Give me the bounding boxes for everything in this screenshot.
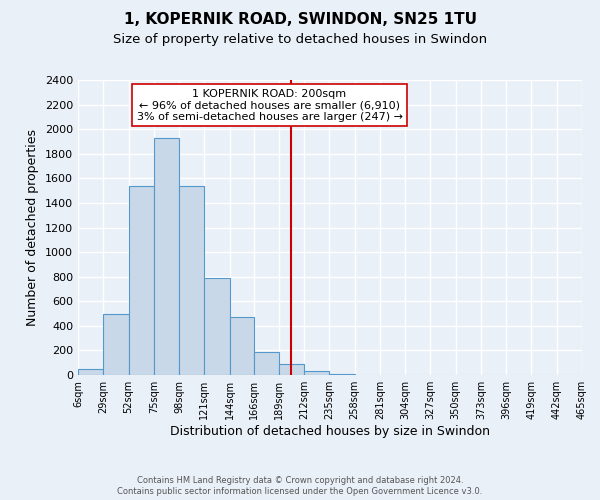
Bar (179, 186, 204, 375)
Bar (230, 317, 254, 375)
Y-axis label: Number of detached properties: Number of detached properties (26, 129, 40, 326)
Bar (304, 372, 329, 375)
Bar (128, 186, 154, 375)
Bar (204, 278, 230, 375)
Bar (279, 364, 304, 375)
Text: Contains public sector information licensed under the Open Government Licence v3: Contains public sector information licen… (118, 488, 482, 496)
Text: 1 KOPERNIK ROAD: 200sqm
← 96% of detached houses are smaller (6,910)
3% of semi-: 1 KOPERNIK ROAD: 200sqm ← 96% of detache… (137, 89, 403, 122)
Bar (329, 374, 355, 375)
Bar (154, 138, 179, 375)
Text: Contains HM Land Registry data © Crown copyright and database right 2024.: Contains HM Land Registry data © Crown c… (137, 476, 463, 485)
Bar (103, 314, 128, 375)
Text: Size of property relative to detached houses in Swindon: Size of property relative to detached ho… (113, 32, 487, 46)
Bar (78, 369, 103, 375)
Bar (254, 352, 279, 375)
X-axis label: Distribution of detached houses by size in Swindon: Distribution of detached houses by size … (170, 425, 490, 438)
Text: 1, KOPERNIK ROAD, SWINDON, SN25 1TU: 1, KOPERNIK ROAD, SWINDON, SN25 1TU (124, 12, 476, 28)
